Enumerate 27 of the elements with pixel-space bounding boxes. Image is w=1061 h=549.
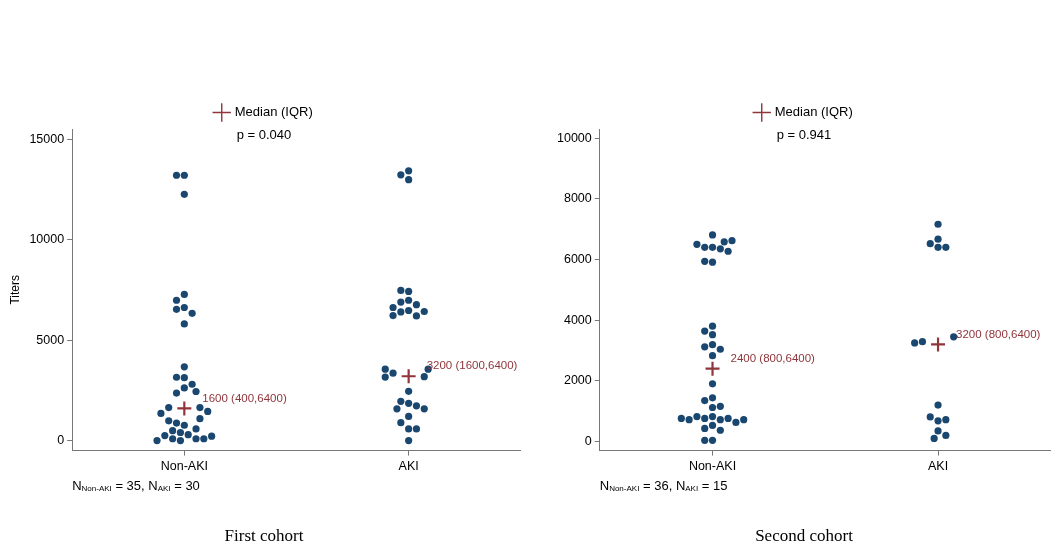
y-tick-label: 6000 (563, 251, 592, 266)
y-tick-label: 0 (584, 433, 592, 448)
legend-label: Median (IQR) (774, 104, 853, 120)
text: Second cohort (755, 526, 854, 546)
y-tick-label: 8000 (563, 191, 592, 206)
annotation: 3200 (1600,6400) (426, 359, 518, 372)
x-tick-label: Non-AKI (688, 458, 737, 473)
y-tick-label: 10000 (556, 130, 592, 145)
annotation: 2400 (800,6400) (730, 351, 816, 364)
annotation: 3200 (800,6400) (956, 327, 1041, 340)
y-tick-label: 4000 (563, 312, 592, 327)
y-axis-title: Titers (7, 275, 22, 305)
y-tick-label: 2000 (563, 373, 592, 388)
y-tick-label: 0 (57, 433, 65, 447)
x-tick-label: AKI (398, 458, 419, 473)
annotation: 1600 (400,6400) (202, 391, 287, 404)
annotation: p = 0.040 (236, 126, 292, 142)
x-tick-label: AKI (927, 458, 949, 473)
y-tick-label: 15000 (29, 131, 65, 146)
text: NNon-AKI = 35, NAKI = 30 (72, 478, 200, 494)
annotation: p = 0.941 (776, 126, 832, 142)
text: NNon-AKI = 36, NAKI = 15 (599, 478, 728, 494)
y-tick-label: 10000 (29, 232, 65, 246)
x-tick-label: Non-AKI (160, 458, 208, 473)
text: First cohort (224, 526, 304, 546)
y-tick-label: 5000 (36, 332, 65, 347)
legend-label: Median (IQR) (234, 104, 313, 120)
